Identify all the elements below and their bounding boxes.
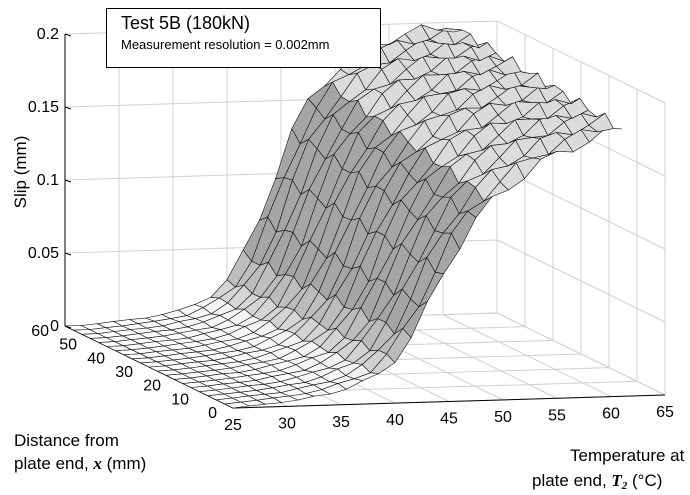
- x-tick-label: 0: [208, 405, 217, 422]
- y-axis-unit: (°C): [627, 471, 662, 490]
- x-axis-unit: (mm): [102, 454, 146, 473]
- surface-mesh: [64, 24, 622, 409]
- y-tick-label: 25: [224, 417, 242, 434]
- z-tick-mark: [64, 33, 72, 37]
- z-tick-mark: [64, 106, 72, 110]
- y-axis-label-line1: Temperature at: [570, 446, 685, 465]
- z-tick-label: 0.2: [37, 26, 59, 43]
- y-axis-label-prefix: plate end,: [532, 471, 611, 490]
- x-tick-label: 10: [171, 391, 189, 408]
- grid-line: [496, 20, 666, 104]
- y-axis-variable: T: [611, 471, 622, 490]
- legend-subtitle: Measurement resolution = 0.002mm: [121, 37, 330, 52]
- x-axis-label-line2: plate end, x (mm): [14, 454, 146, 473]
- z-axis-label: Slip (mm): [11, 136, 30, 209]
- z-tick-mark: [64, 325, 72, 329]
- x-tick-label: 40: [87, 350, 105, 367]
- z-tick-mark: [64, 252, 72, 256]
- z-tick-label: 0.1: [37, 172, 59, 189]
- z-axis-ticks: 0 0.05 0.1 0.15 0.2: [28, 26, 72, 335]
- x-axis-variable: x: [92, 454, 102, 473]
- x-tick-label: 30: [115, 364, 133, 381]
- x-axis-label-prefix: plate end,: [14, 454, 93, 473]
- grid-line: [496, 239, 666, 323]
- x-axis-label-line1: Distance from: [14, 431, 119, 450]
- z-tick-label: 0.15: [28, 99, 59, 116]
- axis-line: [232, 394, 666, 409]
- surface-cell: [437, 28, 463, 33]
- x-tick-label: 20: [143, 378, 161, 395]
- y-tick-label: 30: [278, 415, 296, 432]
- y-tick-label: 65: [656, 404, 674, 421]
- z-tick-label: 0: [50, 318, 59, 335]
- y-tick-label: 40: [386, 412, 404, 429]
- z-tick-label: 0.05: [28, 245, 59, 262]
- legend-box: Test 5B (180kN) Measurement resolution =…: [106, 8, 381, 68]
- y-tick-label: 45: [440, 411, 458, 428]
- x-axis-ticks: 0 10 20 30 40 50 60: [31, 323, 217, 422]
- x-tick-label: 60: [31, 323, 49, 340]
- y-tick-label: 35: [332, 414, 350, 431]
- legend-title: Test 5B (180kN): [121, 13, 251, 33]
- y-tick-label: 50: [494, 409, 512, 426]
- z-tick-mark: [64, 179, 72, 183]
- y-tick-label: 55: [548, 407, 566, 424]
- grid-line: [496, 166, 666, 250]
- y-axis-subscript: 2: [621, 480, 628, 492]
- x-tick-label: 50: [59, 337, 77, 354]
- y-tick-label: 60: [602, 406, 620, 423]
- y-axis-label-line2: plate end, T2 (°C): [532, 471, 662, 492]
- y-axis-ticks: 25 30 35 40 45 50 55 60 65: [224, 404, 674, 434]
